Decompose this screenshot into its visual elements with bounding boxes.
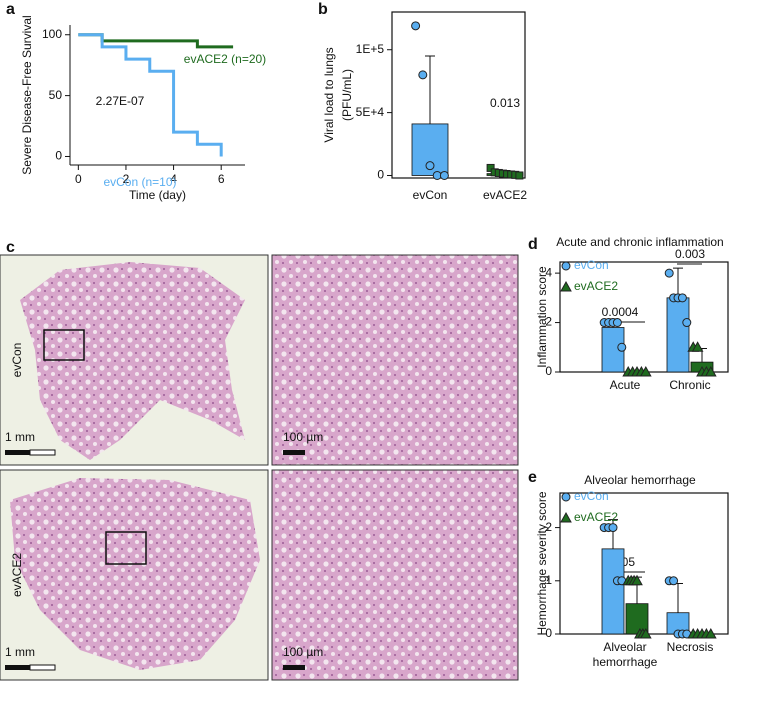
error-bar [673, 267, 683, 298]
panel-label: e [528, 469, 537, 486]
y-tick-label: 100 [42, 27, 62, 41]
point [418, 70, 428, 80]
point [425, 161, 435, 171]
point [486, 163, 495, 172]
chart-title: Alveolar hemorrhage [584, 473, 696, 487]
survival-line [78, 33, 223, 157]
x-tick-label: hemorrhage [593, 655, 658, 669]
point [515, 171, 524, 180]
x-tick-label: 2 [123, 172, 130, 186]
error-bar [673, 582, 683, 613]
y-tick-label: 0 [377, 168, 384, 182]
annotation: 0.0004 [602, 305, 639, 319]
x-tick-label: 0 [75, 172, 82, 186]
series-label: evCon (n=10) [103, 175, 176, 189]
scale-bar-label: 1 mm [5, 645, 35, 659]
y-tick-label: 2 [545, 520, 552, 534]
point [617, 342, 627, 352]
x-tick-label: 6 [218, 172, 225, 186]
point [677, 293, 687, 303]
y-tick-label: 1 [545, 573, 552, 587]
point [682, 318, 692, 328]
y-tick-label: 2 [545, 315, 552, 329]
legend-label: evACE2 [574, 279, 618, 293]
bar [666, 297, 690, 373]
point [664, 268, 674, 278]
point [704, 627, 717, 639]
annotation: 2.27E-07 [96, 94, 145, 108]
annotation: 0.003 [675, 247, 705, 261]
x-tick-label: 4 [170, 172, 177, 186]
x-tick-label: Alveolar [603, 640, 646, 654]
row-label: evCon [10, 343, 24, 378]
y-tick-label: 4 [545, 265, 552, 279]
series-label: evACE2 (n=20) [184, 52, 266, 66]
chart-title: Acute and chronic inflammation [556, 235, 723, 249]
point [561, 261, 571, 271]
legend-label: evCon [574, 258, 609, 272]
point [631, 574, 643, 586]
point [639, 365, 652, 377]
y-tick-label: 0 [545, 364, 552, 378]
x-tick-label: Chronic [669, 378, 710, 392]
y-axis-label: Hemorrhage severity score [535, 491, 549, 635]
x-axis-label: Time (day) [129, 188, 186, 202]
bar [601, 548, 625, 635]
legend-label: evACE2 [574, 510, 618, 524]
scale-bar-label: 100 µm [283, 645, 323, 659]
y-axis-label: Inflammation score [535, 266, 549, 368]
scale-bar-label: 1 mm [5, 430, 35, 444]
bar [625, 603, 649, 635]
point [560, 280, 572, 292]
y-tick-label: 0 [545, 626, 552, 640]
point [560, 511, 572, 523]
panel-label: c [6, 239, 15, 256]
panel-label: b [318, 1, 328, 18]
point [669, 576, 679, 586]
x-tick-label: evCon [413, 188, 448, 202]
annotation: 0.013 [490, 96, 520, 110]
panel-label: d [528, 236, 538, 253]
point [439, 170, 449, 180]
x-tick-label: Necrosis [667, 640, 714, 654]
y-axis-label: Viral load to lungs [322, 47, 336, 142]
point [411, 21, 421, 31]
x-tick-label: evACE2 [483, 188, 527, 202]
scale-bar-label: 100 µm [283, 430, 323, 444]
error-bar [425, 55, 435, 124]
y-tick-label: 0 [55, 149, 62, 163]
plot-frame [391, 11, 526, 179]
y-axis-label: (PFU/mL) [340, 69, 354, 121]
point [639, 627, 652, 639]
point [704, 365, 717, 377]
x-tick-label: Acute [610, 378, 641, 392]
legend-label: evCon [574, 489, 609, 503]
y-axis-label: Severe Disease-Free Survival [20, 15, 34, 174]
y-tick-label: 50 [49, 88, 63, 102]
y-tick-label: 5E+4 [356, 105, 385, 119]
histology-images [0, 254, 519, 681]
point [608, 523, 618, 533]
row-label: evACE2 [10, 553, 24, 597]
point [612, 318, 622, 328]
panel-label: a [6, 1, 15, 18]
point [691, 341, 704, 352]
point [561, 492, 571, 502]
y-tick-label: 1E+5 [356, 42, 385, 56]
